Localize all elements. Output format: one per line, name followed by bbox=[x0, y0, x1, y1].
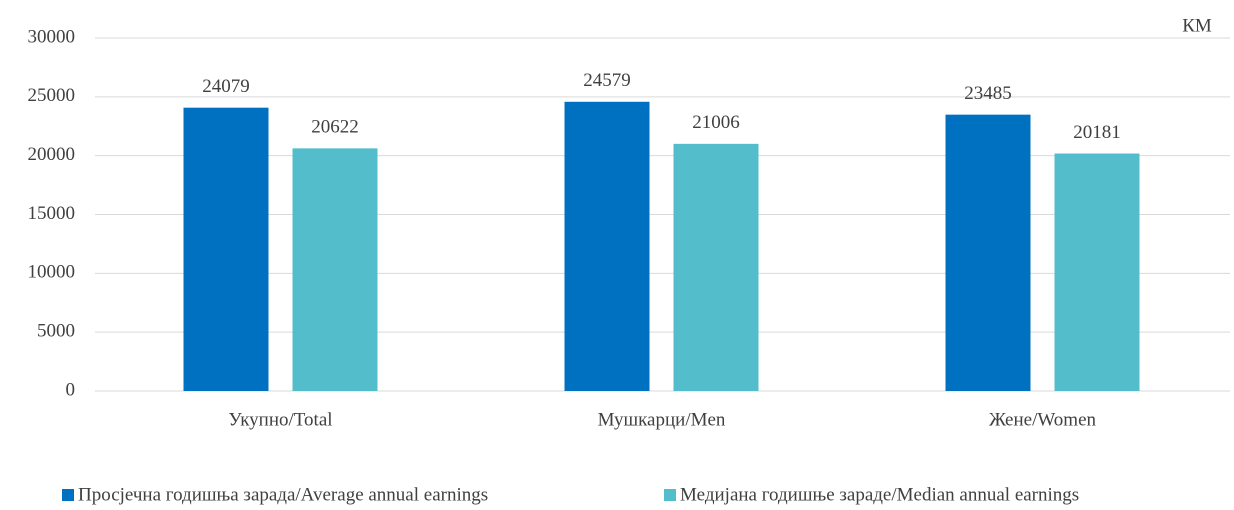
bar bbox=[1054, 153, 1140, 391]
legend-label: Медијана годишње зараде/Median annual ea… bbox=[680, 484, 1079, 505]
unit-label: КМ bbox=[1182, 15, 1212, 36]
y-tick-label: 5000 bbox=[37, 321, 75, 342]
legend-swatch bbox=[62, 489, 74, 501]
x-tick-label: Мушкарци/Men bbox=[598, 409, 726, 430]
bar bbox=[673, 143, 759, 391]
legend-label: Просјечна годишња зарада/Average annual … bbox=[78, 484, 488, 505]
y-tick-label: 10000 bbox=[28, 262, 76, 283]
data-label: 24079 bbox=[202, 76, 250, 97]
bar bbox=[564, 101, 650, 391]
bar bbox=[945, 114, 1031, 391]
data-label: 20622 bbox=[311, 117, 359, 138]
data-label: 20181 bbox=[1073, 122, 1121, 143]
legend-swatch bbox=[664, 489, 676, 501]
data-label: 24579 bbox=[583, 70, 631, 91]
bar bbox=[183, 107, 269, 391]
data-label: 21006 bbox=[692, 112, 740, 133]
x-tick-label: Жене/Women bbox=[989, 409, 1096, 430]
y-tick-label: 0 bbox=[66, 379, 76, 400]
x-tick-label: Укупно/Total bbox=[228, 409, 332, 430]
y-tick-label: 30000 bbox=[28, 26, 76, 47]
data-label: 23485 bbox=[964, 83, 1012, 104]
y-tick-label: 15000 bbox=[28, 203, 76, 224]
y-tick-label: 25000 bbox=[28, 85, 76, 106]
bar bbox=[292, 148, 378, 391]
y-tick-label: 20000 bbox=[28, 144, 76, 165]
